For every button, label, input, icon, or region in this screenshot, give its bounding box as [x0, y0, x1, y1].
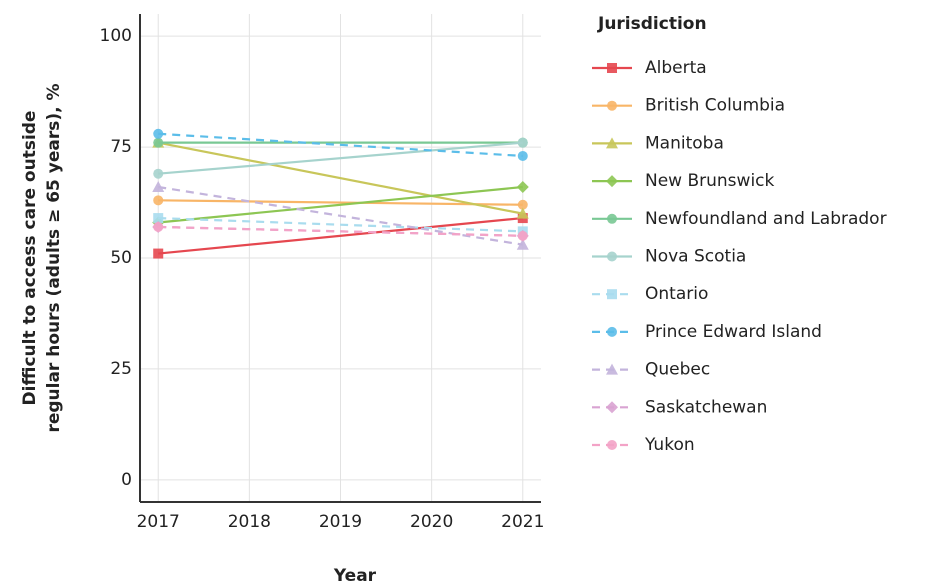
y-tick-label: 75 [110, 137, 132, 157]
series-line [158, 216, 523, 255]
legend-label: Yukon [644, 435, 695, 455]
legend-label: Newfoundland and Labrador [645, 209, 887, 229]
y-axis-label-line: regular hours (adults ≥ 65 years), % [44, 83, 64, 432]
series-line [158, 225, 523, 237]
legend-label: Quebec [645, 360, 710, 380]
data-point [153, 248, 164, 259]
y-axis-label-line: Difficult to access care outside [20, 111, 40, 406]
legend-label: Alberta [645, 58, 707, 78]
series-line [158, 185, 523, 246]
data-point [517, 137, 528, 148]
legend-marker [607, 251, 617, 262]
data-point [516, 181, 529, 194]
legend-label: Nova Scotia [645, 247, 746, 267]
series-line [158, 185, 523, 224]
data-point [517, 199, 528, 210]
y-tick-label: 50 [110, 248, 132, 268]
data-point [152, 181, 165, 193]
data-point [153, 128, 164, 139]
legend-marker [607, 440, 617, 450]
legend-label: British Columbia [645, 96, 785, 116]
data-point [516, 238, 529, 250]
x-axis-label: Year [333, 566, 377, 584]
legend-label: Saskatchewan [645, 397, 767, 417]
legend-marker [606, 401, 618, 414]
series-line [158, 216, 523, 233]
data-point [516, 207, 529, 219]
legend-marker [606, 175, 618, 188]
legend-marker [607, 326, 617, 337]
series-line [158, 132, 523, 158]
x-tick-label: 2020 [410, 512, 453, 532]
series-line [158, 141, 523, 215]
legend-label: Manitoba [645, 133, 724, 153]
data-point [153, 168, 164, 179]
legend-marker [606, 363, 618, 375]
y-axis-label: Difficult to access care outside regular… [20, 83, 64, 432]
legend-marker [607, 213, 617, 224]
series-line [158, 141, 523, 175]
x-tick-label: 2019 [319, 512, 362, 532]
data-point [517, 150, 528, 161]
series-line [158, 199, 523, 206]
data-point [153, 195, 164, 206]
x-tick-label: 2018 [228, 512, 271, 532]
x-tick-label: 2017 [137, 512, 180, 532]
legend-label: Prince Edward Island [645, 322, 822, 342]
legend-marker [607, 289, 617, 300]
data-point [153, 137, 164, 148]
data-point [517, 230, 528, 241]
legend-label: Ontario [645, 284, 708, 304]
legend-title: Jurisdiction [597, 14, 707, 34]
y-tick-label: 100 [100, 26, 132, 46]
legend-marker [607, 100, 617, 111]
data-point [153, 221, 164, 232]
legend-label: New Brunswick [645, 171, 775, 191]
y-tick-label: 0 [121, 470, 132, 490]
data-point [153, 213, 164, 224]
x-tick-label: 2021 [501, 512, 544, 532]
y-tick-label: 25 [110, 359, 132, 379]
legend-marker [607, 63, 617, 73]
legend-marker [606, 137, 618, 149]
